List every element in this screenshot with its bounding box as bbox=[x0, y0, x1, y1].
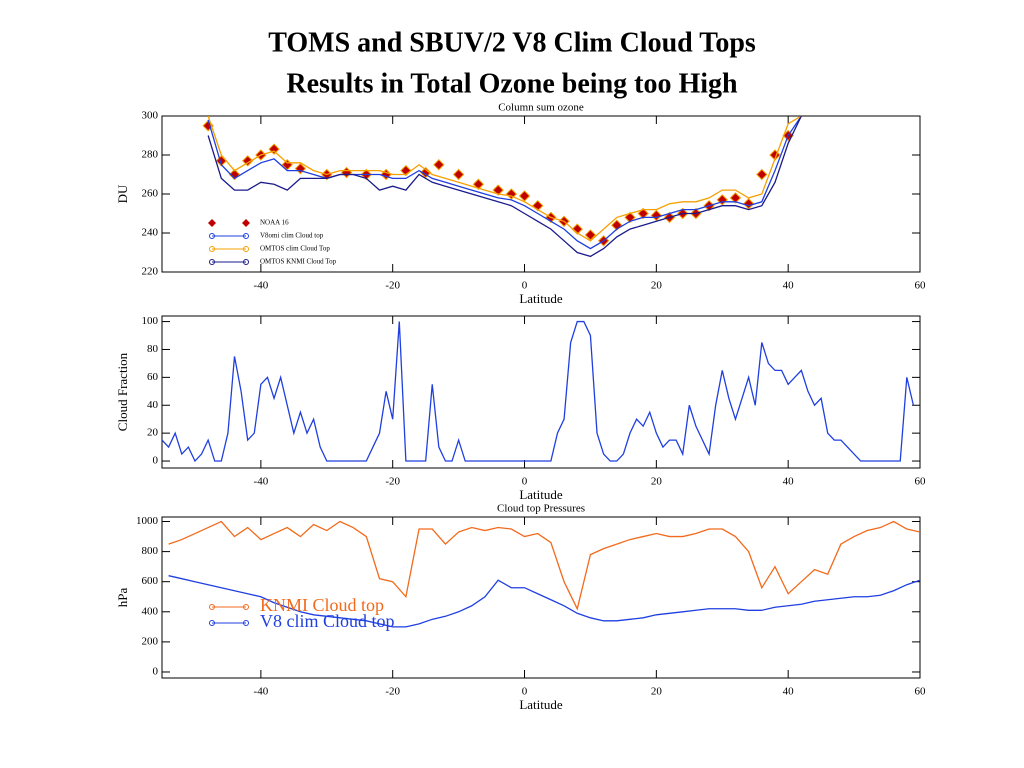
x-tick-label: 0 bbox=[522, 280, 528, 292]
legend-marker bbox=[243, 259, 249, 265]
series-line bbox=[162, 320, 915, 463]
y-tick-label: 260 bbox=[142, 188, 159, 200]
series-line bbox=[207, 116, 802, 242]
x-tick-label: 60 bbox=[915, 476, 927, 488]
data-point bbox=[340, 166, 353, 179]
legend-marker bbox=[243, 604, 249, 610]
x-tick-label: 20 bbox=[651, 686, 663, 698]
y-tick-label: 800 bbox=[142, 545, 159, 557]
y-axis-label: DU bbox=[115, 184, 130, 203]
y-tick-label: 240 bbox=[142, 227, 159, 239]
y-tick-label: 60 bbox=[147, 371, 159, 383]
data-point bbox=[419, 166, 432, 179]
x-tick-label: -20 bbox=[385, 476, 400, 488]
x-tick-label: 60 bbox=[915, 280, 927, 292]
x-tick-label: -40 bbox=[254, 476, 269, 488]
chart-title: Column sum ozone bbox=[498, 102, 584, 114]
data-point bbox=[650, 209, 663, 222]
legend-marker bbox=[208, 219, 216, 227]
y-tick-label: 400 bbox=[142, 605, 159, 617]
legend-label: KNMI Cloud top bbox=[260, 595, 384, 615]
y-tick-label: 0 bbox=[153, 455, 159, 467]
legend-label: NOAA 16 bbox=[260, 219, 289, 227]
y-tick-label: 0 bbox=[153, 666, 159, 678]
chart-title: Cloud top Pressures bbox=[497, 503, 585, 515]
data-point bbox=[241, 155, 254, 167]
x-tick-label: 20 bbox=[651, 280, 663, 292]
x-tick-label: 0 bbox=[522, 686, 528, 698]
legend-marker bbox=[242, 219, 250, 227]
legend-label: OMTOS clim Cloud Top bbox=[260, 245, 330, 253]
x-tick-label: 40 bbox=[783, 686, 795, 698]
y-tick-label: 280 bbox=[142, 149, 159, 161]
legend-marker bbox=[209, 620, 215, 626]
plot-frame bbox=[161, 516, 921, 679]
slide-title: TOMS and SBUV/2 V8 Clim Cloud Tops bbox=[268, 27, 756, 58]
legend-marker bbox=[209, 259, 215, 265]
legend-marker bbox=[209, 604, 215, 610]
legend-label: V8 clim Cloud top bbox=[260, 611, 395, 631]
data-point bbox=[637, 207, 649, 220]
plot-frame bbox=[161, 315, 921, 469]
plot-area bbox=[162, 320, 915, 463]
legend-marker bbox=[209, 233, 215, 239]
legend-label: V8omi clim Cloud top bbox=[260, 232, 324, 240]
x-tick-label: -20 bbox=[385, 280, 400, 292]
y-axis-label: hPa bbox=[115, 588, 130, 608]
x-tick-label: -40 bbox=[254, 686, 269, 698]
series-line bbox=[207, 116, 802, 258]
y-axis-label: Cloud Fraction bbox=[115, 352, 130, 431]
x-axis-label: Latitude bbox=[519, 291, 563, 306]
data-point bbox=[571, 223, 583, 235]
data-point bbox=[518, 190, 531, 202]
legend-marker bbox=[243, 246, 249, 252]
x-axis-label: Latitude bbox=[519, 487, 563, 502]
y-tick-label: 1000 bbox=[136, 515, 159, 527]
data-point bbox=[756, 168, 768, 181]
y-tick-label: 200 bbox=[142, 635, 159, 647]
legend-marker bbox=[243, 233, 249, 239]
data-point bbox=[268, 143, 280, 155]
plot-area bbox=[168, 520, 920, 628]
y-tick-label: 40 bbox=[147, 399, 159, 411]
x-tick-label: 40 bbox=[783, 280, 795, 292]
x-tick-label: 20 bbox=[651, 476, 663, 488]
plot-area bbox=[202, 116, 802, 258]
data-point bbox=[452, 168, 465, 181]
x-tick-label: 40 bbox=[783, 476, 795, 488]
y-tick-label: 600 bbox=[142, 575, 159, 587]
data-point bbox=[742, 198, 755, 210]
series-line bbox=[207, 116, 802, 250]
y-tick-label: 100 bbox=[142, 315, 159, 327]
legend-label: OMTOS KNMI Cloud Top bbox=[260, 258, 337, 266]
y-tick-label: 80 bbox=[147, 343, 159, 355]
x-axis-label: Latitude bbox=[519, 697, 563, 712]
y-tick-label: 220 bbox=[142, 266, 159, 278]
legend-marker bbox=[243, 620, 249, 626]
x-tick-label: -20 bbox=[385, 686, 400, 698]
y-tick-label: 300 bbox=[142, 110, 159, 122]
series-line bbox=[168, 520, 920, 611]
x-tick-label: 60 bbox=[915, 686, 927, 698]
y-tick-label: 20 bbox=[147, 427, 159, 439]
series-line bbox=[168, 575, 920, 628]
x-tick-label: 0 bbox=[522, 476, 528, 488]
data-point bbox=[729, 192, 742, 204]
data-point bbox=[433, 159, 445, 171]
slide-title: Results in Total Ozone being too High bbox=[286, 68, 738, 99]
data-point bbox=[531, 199, 544, 212]
legend-marker bbox=[209, 246, 215, 252]
x-tick-label: -40 bbox=[254, 280, 269, 292]
